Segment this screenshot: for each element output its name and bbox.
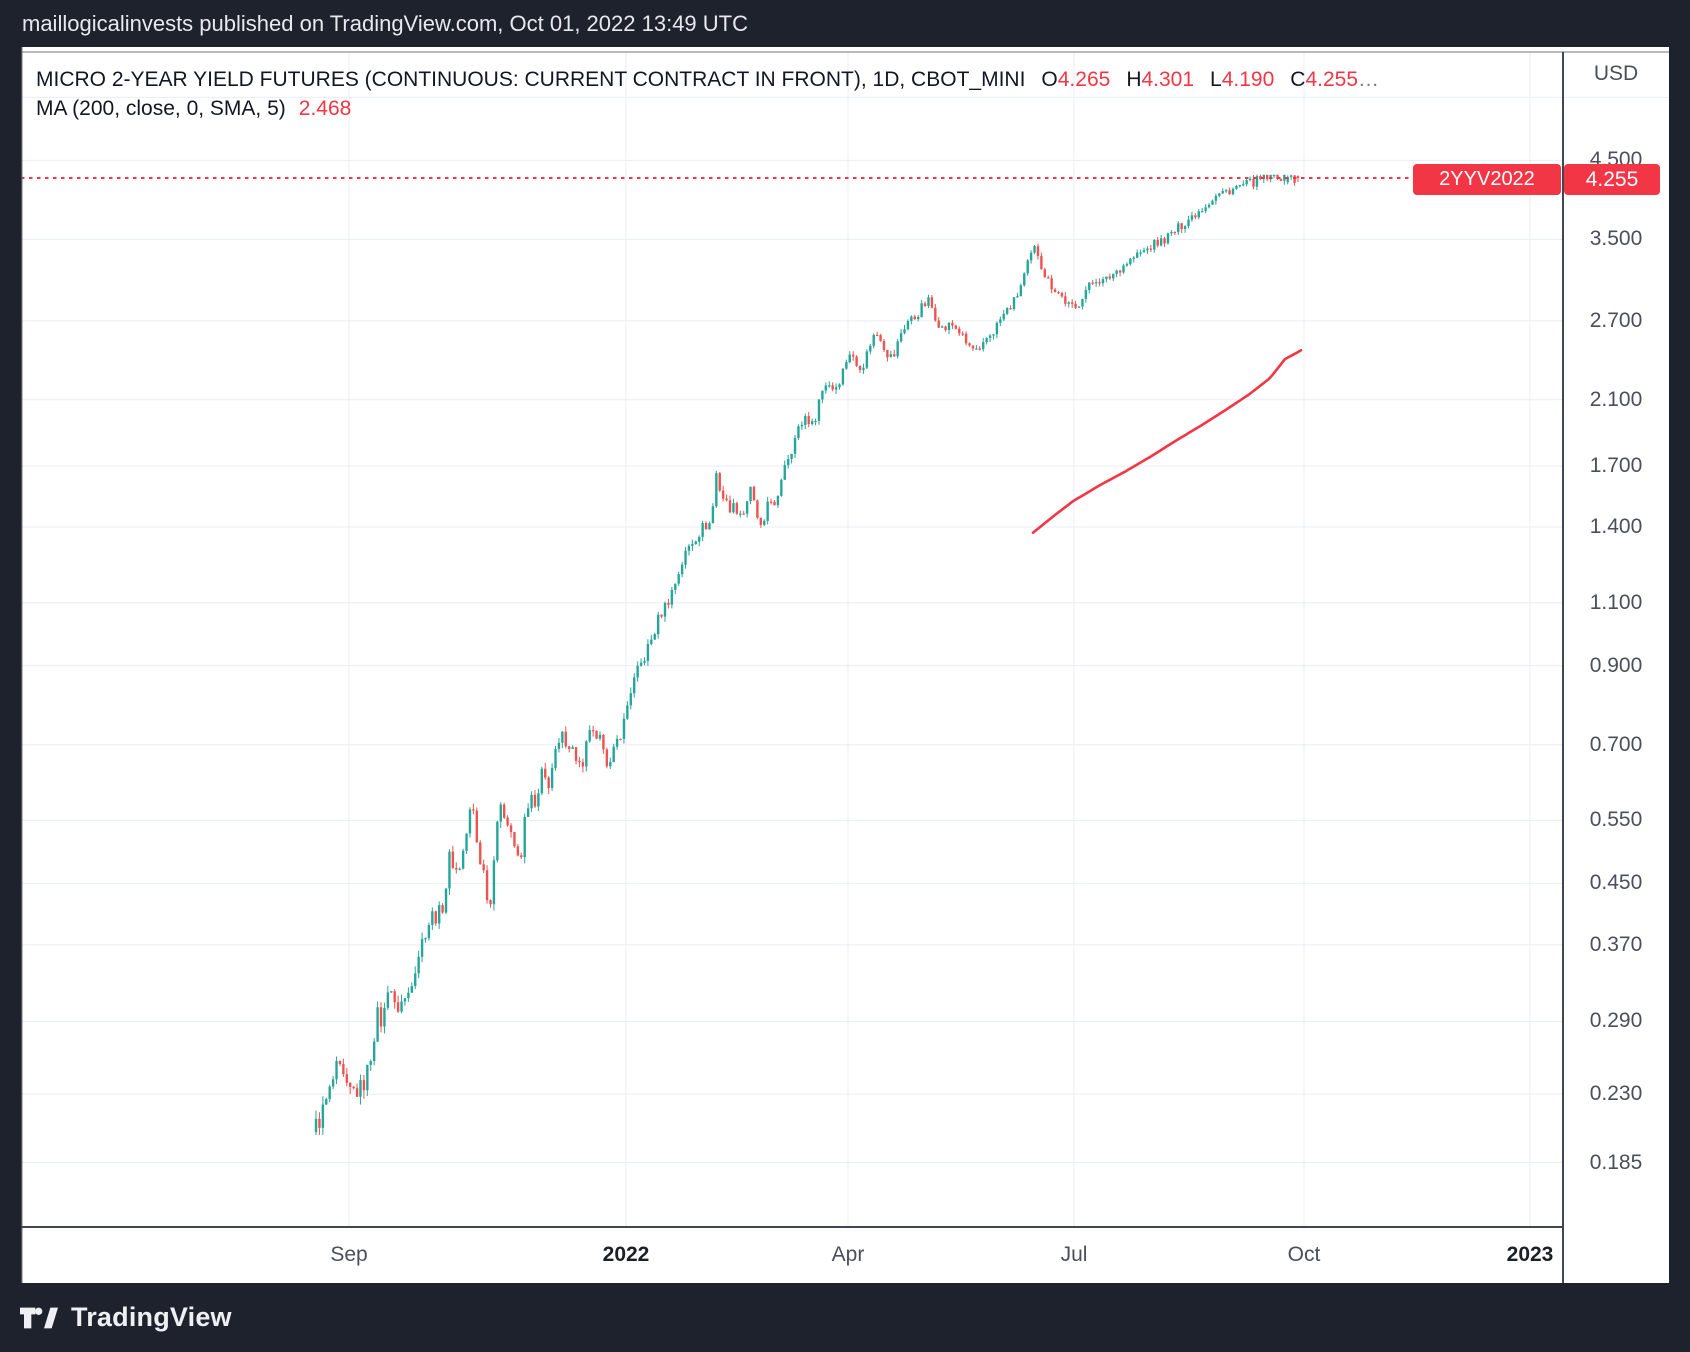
price-tick-label: 0.900 — [1589, 653, 1643, 677]
price-tick-label: 0.370 — [1589, 932, 1643, 956]
symbol-title: MICRO 2-YEAR YIELD FUTURES (CONTINUOUS: … — [36, 68, 1026, 91]
price-tick-label: 1.400 — [1589, 515, 1643, 539]
chart-stage: MICRO 2-YEAR YIELD FUTURES (CONTINUOUS: … — [0, 47, 1690, 1283]
price-tick-label: 0.185 — [1589, 1150, 1643, 1174]
ohlc-ellipsis: … — [1358, 68, 1380, 91]
time-tick-label: Jul — [1060, 1243, 1088, 1266]
price-tick-label: 0.230 — [1589, 1082, 1643, 1106]
price-tick-label: 3.500 — [1589, 227, 1643, 251]
publish-bar-text: maillogicalinvests published on TradingV… — [22, 10, 748, 36]
time-tick-label: Apr — [831, 1243, 865, 1266]
price-tick-label: 2.700 — [1589, 308, 1643, 332]
price-axis-unit: USD — [1593, 62, 1639, 85]
price-tick-label: 1.700 — [1589, 454, 1643, 478]
price-tick-label: 0.700 — [1589, 732, 1643, 756]
ma-indicator-row[interactable]: MA (200, close, 0, SMA, 5) 2.468 — [36, 94, 1379, 123]
ohlc-open: O4.265 — [1041, 68, 1111, 91]
ma-indicator-value: 2.468 — [298, 97, 352, 120]
tradingview-brand-text[interactable]: TradingView — [71, 1302, 232, 1332]
ohlc-high: H4.301 — [1126, 68, 1195, 91]
ma200-line — [1031, 348, 1303, 534]
chart-paper — [21, 47, 1669, 1283]
price-tick-label: 2.100 — [1589, 387, 1643, 411]
time-tick-label: 2023 — [1506, 1243, 1554, 1266]
last-price-label: 4.255 — [1564, 164, 1660, 195]
time-tick-label: Sep — [330, 1243, 368, 1266]
tradingview-logo-icon[interactable] — [20, 1302, 58, 1334]
footer-bar: TradingView — [0, 1283, 1690, 1352]
ohlc-low: L4.190 — [1210, 68, 1275, 91]
chart-legend: MICRO 2-YEAR YIELD FUTURES (CONTINUOUS: … — [36, 65, 1379, 123]
ma-indicator-label: MA (200, close, 0, SMA, 5) — [36, 97, 286, 120]
time-tick-label: Oct — [1287, 1243, 1321, 1266]
price-tick-label: 0.550 — [1589, 808, 1643, 832]
price-tick-label: 0.450 — [1589, 871, 1643, 895]
price-tick-label: 0.290 — [1589, 1009, 1643, 1033]
price-tick-label: 1.100 — [1589, 590, 1643, 614]
publish-bar: maillogicalinvests published on TradingV… — [0, 0, 1690, 47]
symbol-title-row[interactable]: MICRO 2-YEAR YIELD FUTURES (CONTINUOUS: … — [36, 65, 1379, 94]
ohlc-close: C4.255 — [1290, 68, 1359, 91]
contract-label: 2YYV2022 — [1413, 164, 1561, 195]
time-tick-label: 2022 — [602, 1243, 650, 1266]
price-chart-canvas[interactable] — [0, 47, 1690, 1283]
candlestick-series — [314, 174, 1300, 1135]
